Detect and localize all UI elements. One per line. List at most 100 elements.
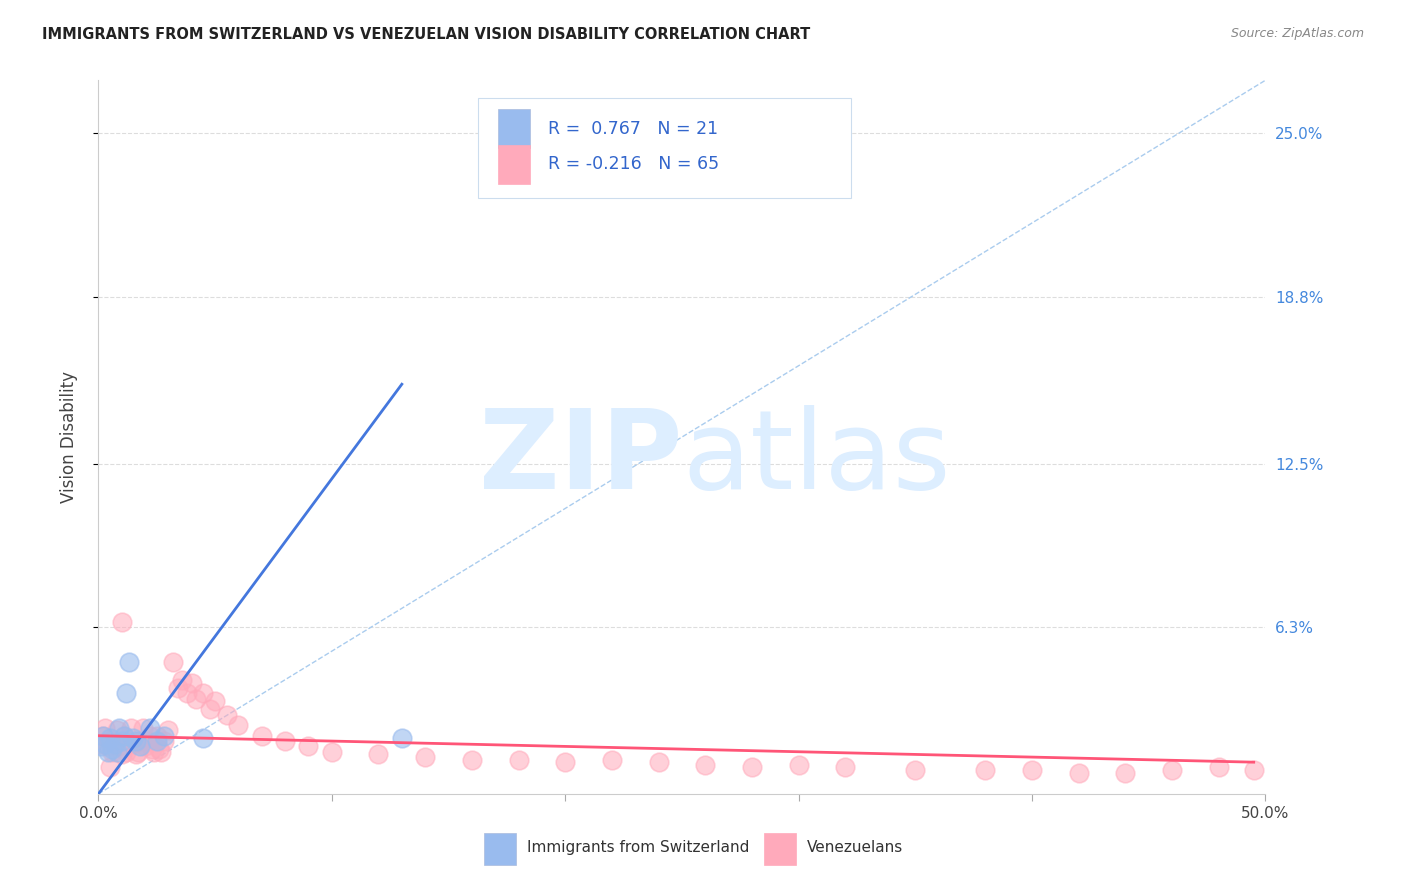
FancyBboxPatch shape: [484, 833, 516, 865]
Point: [787, 757, 810, 772]
Point: [367, 747, 389, 762]
Text: atlas: atlas: [682, 405, 950, 512]
Point: [647, 755, 669, 769]
Point: [741, 760, 763, 774]
Point: [186, 691, 208, 706]
Point: [97, 745, 120, 759]
Point: [111, 747, 134, 762]
Point: [125, 747, 148, 762]
Point: [90, 739, 112, 754]
Point: [132, 721, 155, 735]
Point: [150, 745, 173, 759]
Point: [297, 739, 319, 754]
Point: [122, 737, 145, 751]
Point: [108, 739, 131, 754]
Text: R = -0.216   N = 65: R = -0.216 N = 65: [548, 155, 718, 173]
Point: [172, 673, 194, 688]
Y-axis label: Vision Disability: Vision Disability: [59, 371, 77, 503]
Point: [162, 655, 184, 669]
Point: [193, 686, 215, 700]
Point: [146, 729, 169, 743]
Point: [91, 729, 114, 743]
Point: [108, 721, 131, 735]
Text: Venezuelans: Venezuelans: [807, 840, 903, 855]
Point: [413, 750, 436, 764]
Point: [111, 615, 134, 629]
Point: [127, 745, 149, 759]
Point: [695, 757, 717, 772]
Point: [104, 734, 127, 748]
Point: [122, 731, 145, 746]
Text: ZIP: ZIP: [478, 405, 682, 512]
Point: [125, 734, 148, 748]
Point: [180, 676, 202, 690]
Point: [200, 702, 222, 716]
Point: [141, 742, 163, 756]
Point: [461, 752, 484, 766]
Point: [193, 731, 215, 746]
Point: [152, 734, 174, 748]
Point: [274, 734, 297, 748]
Point: [94, 737, 117, 751]
Point: [146, 734, 169, 748]
Point: [143, 745, 166, 759]
Point: [1114, 765, 1136, 780]
Point: [101, 742, 124, 756]
Point: [118, 655, 141, 669]
Point: [120, 721, 142, 735]
Point: [834, 760, 856, 774]
Point: [90, 737, 112, 751]
FancyBboxPatch shape: [478, 98, 851, 198]
Point: [139, 729, 162, 743]
Point: [321, 745, 343, 759]
Point: [1021, 763, 1043, 777]
Point: [152, 729, 174, 743]
Point: [98, 734, 121, 748]
Point: [974, 763, 997, 777]
Point: [204, 694, 226, 708]
Point: [139, 721, 162, 735]
Text: Source: ZipAtlas.com: Source: ZipAtlas.com: [1230, 27, 1364, 40]
Point: [111, 734, 134, 748]
Point: [136, 734, 159, 748]
Point: [904, 763, 927, 777]
Point: [129, 734, 152, 748]
Point: [228, 718, 250, 732]
Text: Immigrants from Switzerland: Immigrants from Switzerland: [527, 840, 749, 855]
Point: [391, 731, 413, 746]
Point: [118, 734, 141, 748]
Point: [98, 731, 121, 746]
Point: [176, 686, 198, 700]
Point: [554, 755, 576, 769]
Point: [94, 721, 117, 735]
Point: [1067, 765, 1090, 780]
Point: [112, 729, 135, 743]
Point: [105, 745, 128, 759]
FancyBboxPatch shape: [498, 145, 530, 184]
Point: [112, 729, 135, 743]
Point: [105, 723, 128, 738]
Point: [101, 745, 124, 759]
Point: [129, 739, 152, 754]
Point: [1161, 763, 1184, 777]
Point: [97, 739, 120, 754]
Point: [148, 742, 170, 756]
FancyBboxPatch shape: [763, 833, 796, 865]
Point: [115, 686, 138, 700]
Point: [215, 707, 238, 722]
Point: [600, 752, 623, 766]
FancyBboxPatch shape: [498, 109, 530, 148]
Point: [104, 737, 127, 751]
Text: IMMIGRANTS FROM SWITZERLAND VS VENEZUELAN VISION DISABILITY CORRELATION CHART: IMMIGRANTS FROM SWITZERLAND VS VENEZUELA…: [42, 27, 810, 42]
Point: [98, 760, 121, 774]
Point: [1243, 763, 1265, 777]
Text: R =  0.767   N = 21: R = 0.767 N = 21: [548, 120, 718, 137]
Point: [166, 681, 188, 695]
Point: [1208, 760, 1230, 774]
Point: [91, 729, 114, 743]
Point: [157, 723, 180, 738]
Point: [115, 745, 138, 759]
Point: [508, 752, 530, 766]
Point: [250, 729, 273, 743]
Point: [134, 739, 156, 754]
